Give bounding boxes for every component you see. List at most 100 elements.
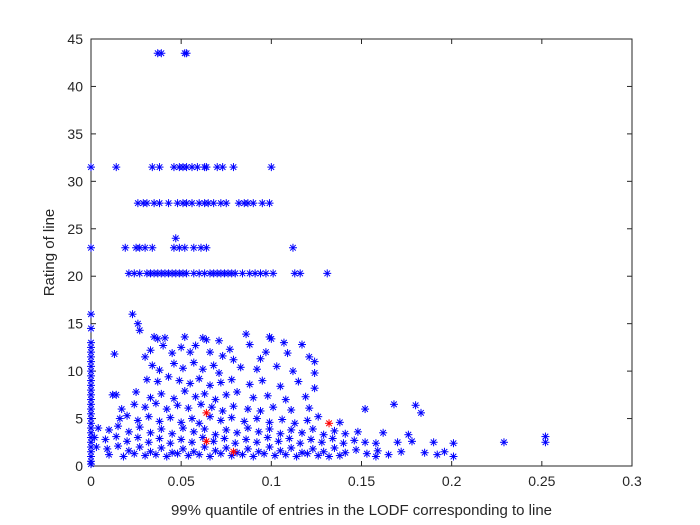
data-point-blue <box>252 438 261 447</box>
data-point-blue <box>133 319 142 328</box>
x-tick-label: 0 <box>87 473 95 489</box>
data-point-blue <box>310 384 319 393</box>
data-point-blue <box>276 429 285 438</box>
data-point-blue <box>276 446 285 455</box>
data-point-blue <box>384 450 393 459</box>
data-point-blue <box>279 338 288 347</box>
data-point-blue <box>146 393 155 402</box>
data-point-blue <box>184 451 193 460</box>
data-point-blue <box>160 333 169 342</box>
x-tick-label: 0.15 <box>348 473 375 489</box>
data-point-blue <box>142 199 151 208</box>
data-point-blue <box>541 438 550 447</box>
data-point-blue <box>166 413 175 422</box>
data-point-blue <box>236 363 245 372</box>
data-point-blue <box>202 163 211 172</box>
data-point-blue <box>229 402 238 411</box>
data-point-blue <box>373 446 382 455</box>
data-point-blue <box>157 443 166 452</box>
data-point-blue <box>296 439 305 448</box>
data-point-blue <box>222 443 231 452</box>
data-point-blue <box>251 269 260 278</box>
data-point-blue <box>177 435 186 444</box>
data-point-blue <box>132 387 141 396</box>
data-point-blue <box>166 439 175 448</box>
data-point-blue <box>328 434 337 443</box>
data-point-blue <box>305 352 314 361</box>
data-point-blue <box>231 439 240 448</box>
data-point-blue <box>353 427 362 436</box>
data-point-blue <box>352 445 361 454</box>
data-point-blue <box>187 414 196 423</box>
data-point-blue <box>187 199 196 208</box>
data-point-blue <box>330 443 339 452</box>
data-point-blue <box>252 365 261 374</box>
data-point-blue <box>216 378 225 387</box>
data-point-red <box>202 408 211 417</box>
data-point-blue <box>233 387 242 396</box>
data-point-blue <box>87 243 95 252</box>
data-point-blue <box>114 442 123 451</box>
y-tick-label: 35 <box>67 126 83 142</box>
data-point-blue <box>119 452 128 461</box>
data-point-blue <box>114 422 123 431</box>
data-point-blue <box>175 376 184 385</box>
data-point-blue <box>87 310 95 319</box>
data-point-blue <box>242 330 251 339</box>
data-point-blue <box>261 269 270 278</box>
data-point-blue <box>197 400 206 409</box>
data-point-blue <box>261 348 270 357</box>
data-point-blue <box>155 434 164 443</box>
data-point-blue <box>155 366 164 375</box>
data-point-blue <box>141 403 150 412</box>
data-point-blue <box>155 199 164 208</box>
data-point-blue <box>211 430 220 439</box>
data-point-blue <box>115 414 124 423</box>
data-point-blue <box>267 334 276 343</box>
data-point-blue <box>371 439 380 448</box>
y-tick-label: 15 <box>67 316 83 332</box>
data-point-blue <box>258 199 267 208</box>
data-point-blue <box>101 435 110 444</box>
data-point-blue <box>218 163 227 172</box>
data-point-blue <box>169 394 178 403</box>
y-tick-label: 20 <box>67 268 83 284</box>
data-point-blue <box>206 381 215 390</box>
data-point-blue <box>130 400 139 409</box>
data-point-blue <box>449 439 458 448</box>
data-point-blue <box>168 448 177 457</box>
data-point-blue <box>216 449 225 458</box>
data-point-blue <box>281 450 290 459</box>
data-point-blue <box>146 346 155 355</box>
data-point-blue <box>186 348 195 357</box>
data-point-blue <box>240 417 249 426</box>
data-point-blue <box>187 438 196 447</box>
data-point-blue <box>314 412 323 421</box>
data-point-blue <box>168 349 177 358</box>
data-point-blue <box>265 443 274 452</box>
data-point-blue <box>274 437 283 446</box>
data-point-blue <box>112 163 121 172</box>
data-point-blue <box>229 163 238 172</box>
data-point-blue <box>180 387 189 396</box>
data-point-blue <box>310 357 319 366</box>
data-point-blue <box>307 435 316 444</box>
data-point-blue <box>243 405 252 414</box>
data-point-blue <box>112 390 121 399</box>
data-point-blue <box>297 428 306 437</box>
data-point-blue <box>297 448 306 457</box>
y-tick-label: 25 <box>67 221 83 237</box>
data-point-blue <box>317 438 326 447</box>
data-point-blue <box>103 444 112 453</box>
data-point-blue <box>157 49 166 58</box>
data-point-blue <box>209 199 218 208</box>
data-point-blue <box>195 374 204 383</box>
data-point-blue <box>148 243 157 252</box>
data-point-blue <box>209 361 218 370</box>
data-point-blue <box>433 450 442 459</box>
data-point-blue <box>263 433 272 442</box>
data-point-blue <box>296 269 305 278</box>
data-point-blue <box>292 452 301 461</box>
data-point-blue <box>301 392 310 401</box>
data-point-blue <box>407 437 416 446</box>
